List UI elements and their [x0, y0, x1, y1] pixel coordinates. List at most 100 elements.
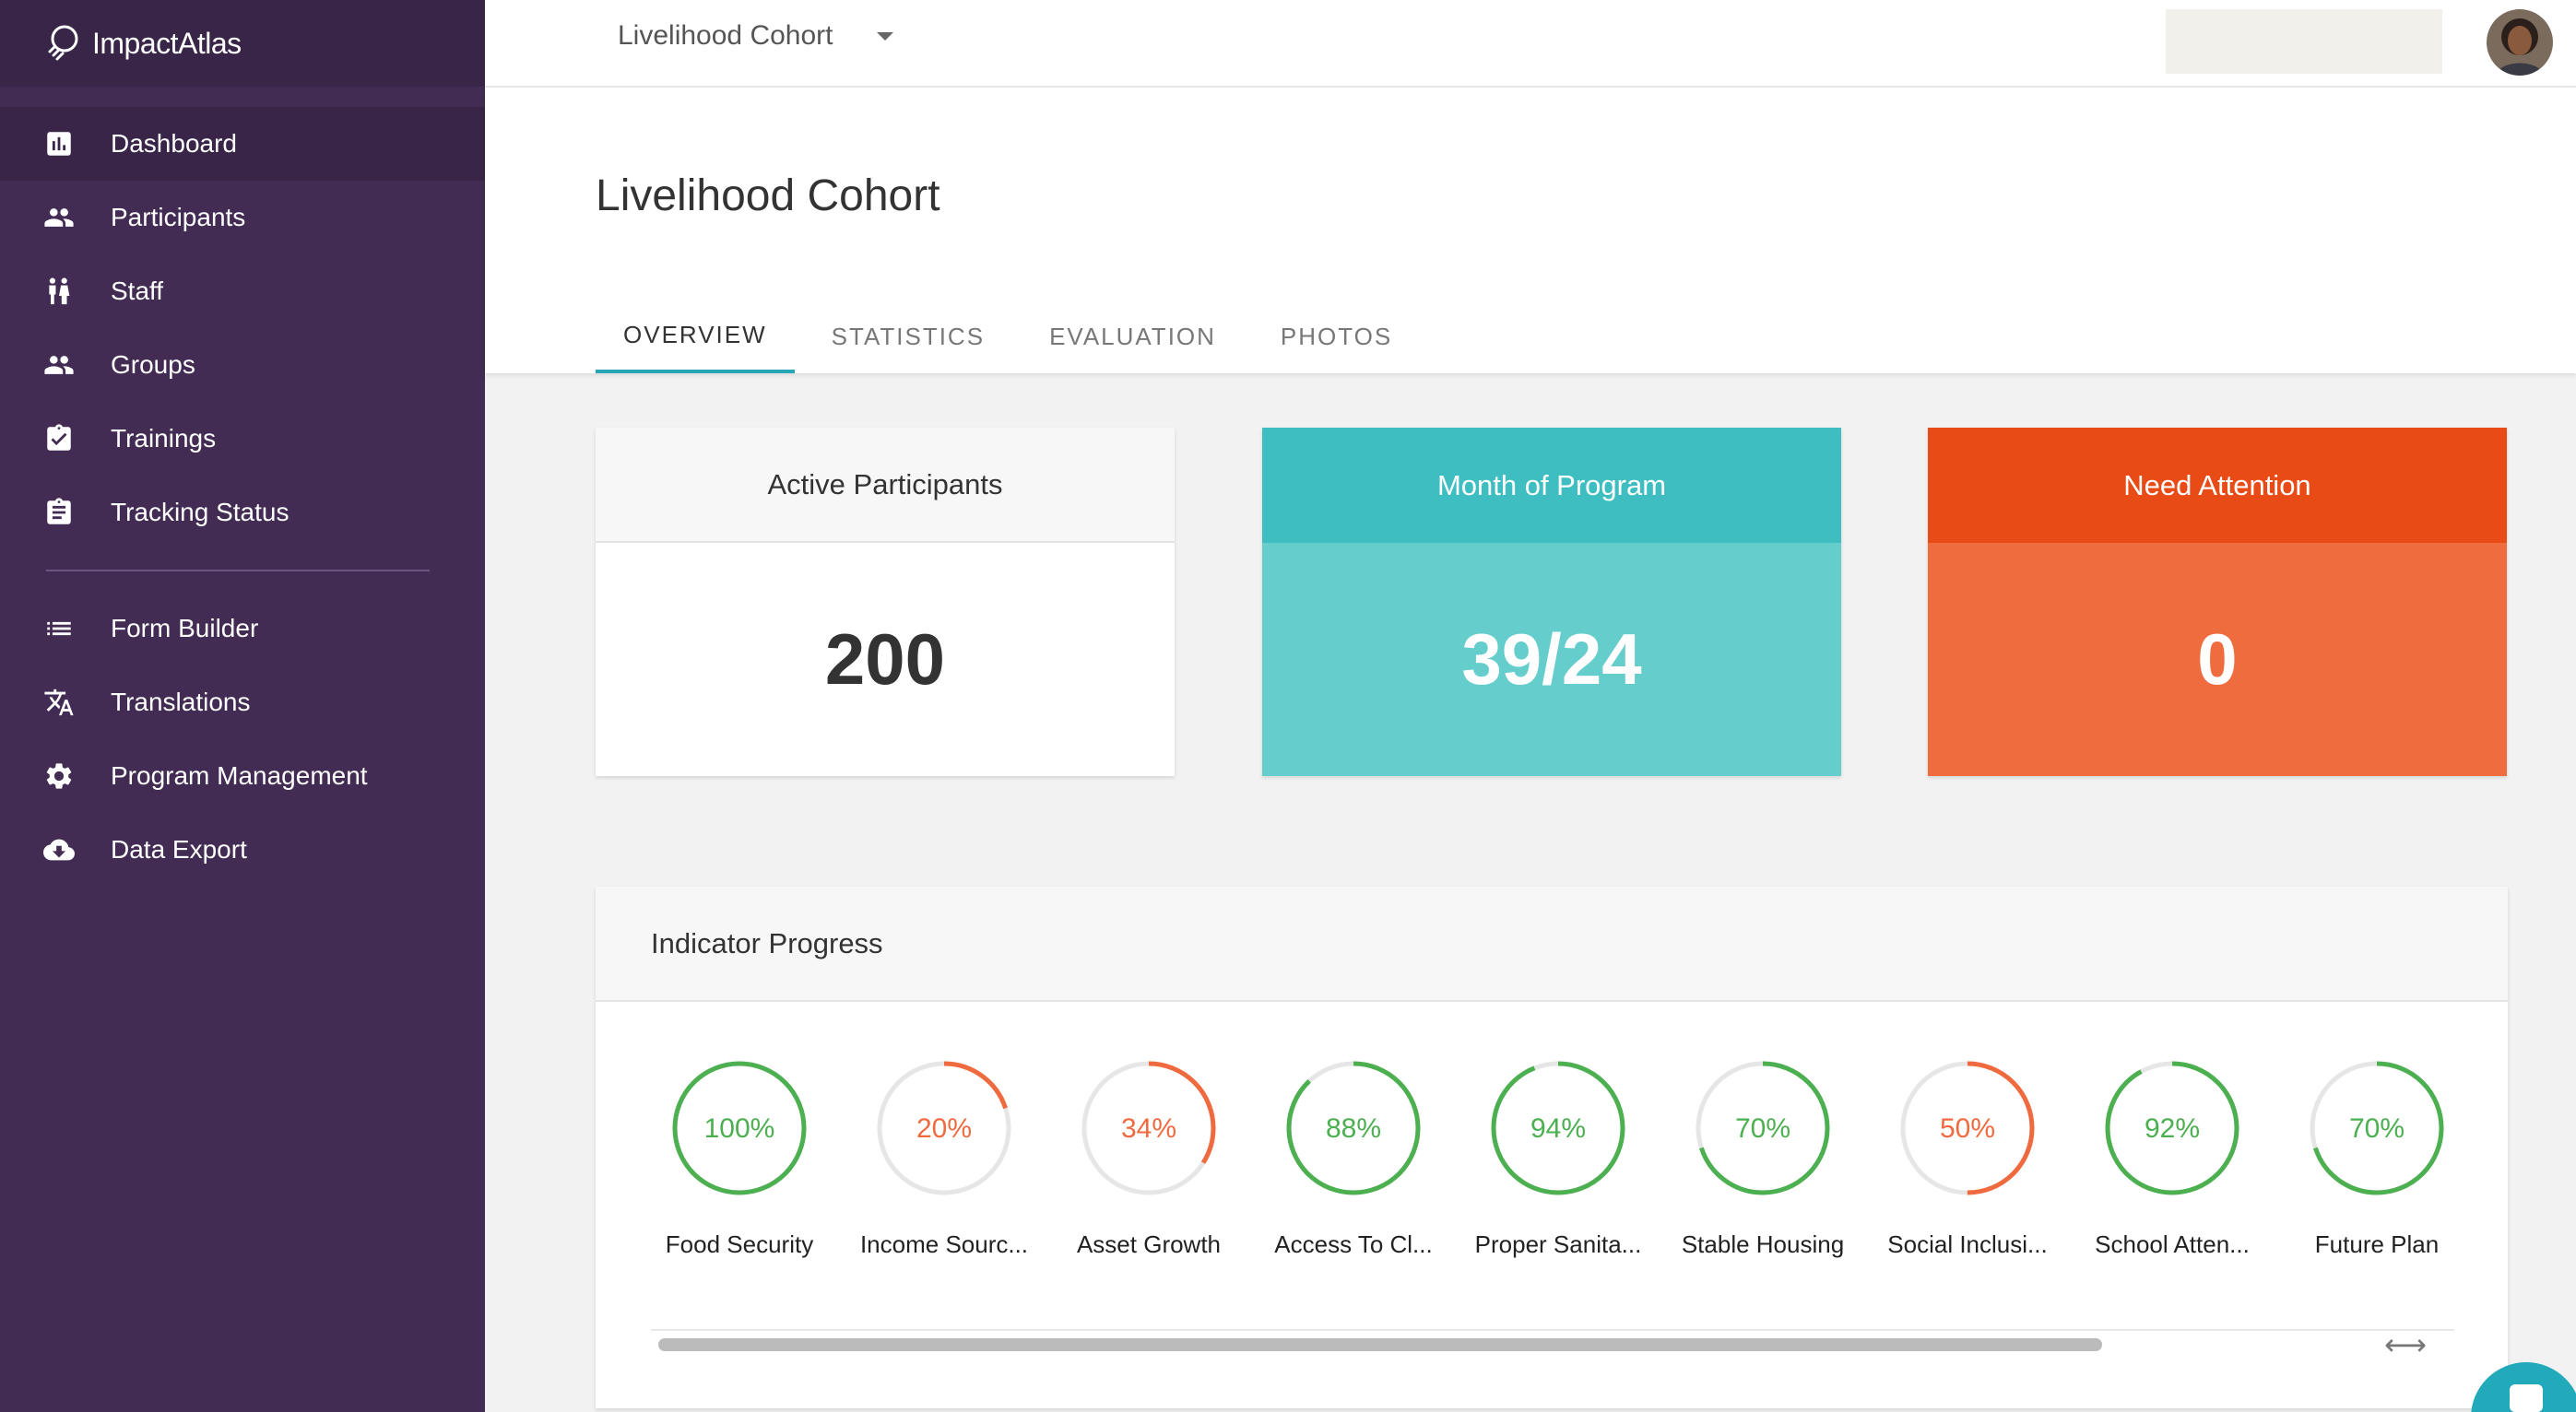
translate-icon [42, 686, 76, 719]
progress-arc [1491, 1061, 1625, 1195]
indicator-percent: 100% [704, 1113, 775, 1144]
tab-overview[interactable]: OVERVIEW [596, 300, 795, 373]
indicator-gauge[interactable]: 70% Stable Housing [1661, 1057, 1864, 1259]
indicator-progress-panel: Indicator Progress 100% Food Security 20% I… [596, 887, 2508, 1408]
indicator-percent: 92% [2145, 1113, 2200, 1144]
progress-arc [672, 1061, 807, 1195]
sidebar-item-form-builder[interactable]: Form Builder [0, 592, 485, 665]
indicator-label: Income Sourc... [859, 1230, 1029, 1258]
sidebar-item-label: Staff [111, 277, 164, 305]
indicator-gauge[interactable]: 34% Asset Growth [1047, 1057, 1250, 1259]
indicator-label: Proper Sanita... [1474, 1230, 1642, 1258]
indicator-percent: 70% [1735, 1113, 1790, 1144]
sidebar-item-label: Data Export [111, 835, 247, 864]
sidebar-item-label: Participants [111, 203, 246, 231]
progress-ring: 88% [1286, 1061, 1421, 1195]
progress-arc [877, 1061, 1011, 1195]
chevron-down-icon [877, 31, 894, 41]
page-header: Livelihood Cohort OVERVIEW STATISTICS EV… [485, 88, 2576, 373]
sidebar-item-program-management[interactable]: Program Management [0, 739, 485, 813]
progress-arc [1900, 1061, 2035, 1195]
gear-icon [42, 759, 76, 793]
tab-photos[interactable]: PHOTOS [1280, 322, 1393, 350]
indicator-label: Future Plan [2314, 1230, 2440, 1258]
cloud-download-icon [42, 833, 76, 866]
indicator-gauge[interactable]: 88% Access To Cl... [1252, 1057, 1455, 1259]
sidebar-item-staff[interactable]: Staff [0, 254, 485, 328]
bar-chart-icon [42, 127, 76, 160]
progress-ring: 34% [1081, 1061, 1216, 1195]
indicator-percent: 50% [1940, 1113, 1995, 1144]
sidebar-item-groups[interactable]: Groups [0, 328, 485, 402]
list-icon [42, 612, 76, 645]
horizontal-scrollbar[interactable]: ⟷ [651, 1328, 2454, 1361]
indicator-gauge[interactable]: 100% Food Security [638, 1057, 841, 1259]
sidebar-item-trainings[interactable]: Trainings [0, 402, 485, 476]
sidebar-item-label: Dashboard [111, 129, 237, 158]
sidebar-item-label: Form Builder [111, 614, 259, 642]
avatar[interactable] [2487, 9, 2553, 76]
progress-ring: 94% [1491, 1061, 1625, 1195]
sidebar-item-label: Tracking Status [111, 498, 290, 526]
progress-ring: 50% [1900, 1061, 2035, 1195]
search-box[interactable] [2166, 9, 2442, 74]
progress-arc [2105, 1061, 2239, 1195]
program-select-value: Livelihood Cohort [618, 20, 833, 51]
tab-bar: OVERVIEW STATISTICS EVALUATION PHOTOS [596, 300, 1429, 373]
sidebar-item-tracking-status[interactable]: Tracking Status [0, 476, 485, 549]
clipboard-list-icon [42, 496, 76, 529]
sidebar: ImpactAtlas Dashboard Participants Staff… [0, 0, 485, 1412]
staff-icon [42, 275, 76, 308]
indicator-percent: 70% [2349, 1113, 2405, 1144]
progress-arc [1081, 1061, 1216, 1195]
month-of-program-card: Month of Program 39/24 [1262, 428, 1841, 776]
tab-evaluation[interactable]: EVALUATION [1049, 322, 1216, 350]
panel-title: Indicator Progress [596, 887, 2508, 1002]
sidebar-item-translations[interactable]: Translations [0, 665, 485, 739]
progress-ring: 100% [672, 1061, 807, 1195]
card-value: 39/24 [1262, 543, 1841, 776]
brand-name: ImpactAtlas [92, 26, 242, 60]
sidebar-item-data-export[interactable]: Data Export [0, 813, 485, 887]
active-participants-card: Active Participants 200 [596, 428, 1175, 776]
progress-ring: 70% [1696, 1061, 1830, 1195]
indicator-gauge[interactable]: 94% Proper Sanita... [1457, 1057, 1660, 1259]
progress-arc [1286, 1061, 1421, 1195]
clipboard-check-icon [42, 422, 76, 455]
indicator-percent: 34% [1121, 1113, 1176, 1144]
brand[interactable]: ImpactAtlas [0, 0, 485, 87]
indicator-label: Food Security [665, 1230, 814, 1258]
chat-icon [2510, 1384, 2543, 1412]
indicator-percent: 20% [916, 1113, 972, 1144]
indicator-gauge[interactable]: 92% School Atten... [2071, 1057, 2274, 1259]
sidebar-item-label: Translations [111, 688, 251, 716]
scroll-thumb[interactable] [658, 1338, 2102, 1351]
sidebar-item-label: Program Management [111, 761, 368, 790]
indicator-gauge[interactable]: 70% Future Plan [2275, 1057, 2478, 1259]
sidebar-item-participants[interactable]: Participants [0, 181, 485, 254]
indicator-label: Social Inclusi... [1887, 1230, 2048, 1258]
indicator-percent: 94% [1530, 1113, 1586, 1144]
sidebar-item-dashboard[interactable]: Dashboard [0, 107, 485, 181]
indicator-gauge[interactable]: 20% Income Sourc... [843, 1057, 1046, 1259]
people-icon [42, 201, 76, 234]
indicator-gauges[interactable]: 100% Food Security 20% Income Sourc... 34% As… [651, 1057, 2454, 1258]
resize-arrows-icon: ⟷ [2384, 1328, 2427, 1361]
program-select[interactable]: Livelihood Cohort [618, 20, 894, 52]
groups-icon [42, 348, 76, 382]
sidebar-item-label: Groups [111, 350, 195, 379]
progress-arc [1696, 1061, 1830, 1195]
progress-ring: 20% [877, 1061, 1011, 1195]
page-title: Livelihood Cohort [596, 171, 940, 220]
topbar: Livelihood Cohort [485, 0, 2576, 88]
card-title: Need Attention [1928, 428, 2507, 543]
tab-statistics[interactable]: STATISTICS [831, 322, 986, 350]
indicator-label: Access To Cl... [1274, 1230, 1433, 1258]
nav-divider [46, 570, 430, 571]
progress-ring: 70% [2310, 1061, 2444, 1195]
indicator-label: Asset Growth [1076, 1230, 1222, 1258]
indicator-label: Stable Housing [1681, 1230, 1845, 1258]
indicator-gauge[interactable]: 50% Social Inclusi... [1866, 1057, 2069, 1259]
sidebar-item-label: Trainings [111, 424, 217, 453]
need-attention-card: Need Attention 0 [1928, 428, 2507, 776]
